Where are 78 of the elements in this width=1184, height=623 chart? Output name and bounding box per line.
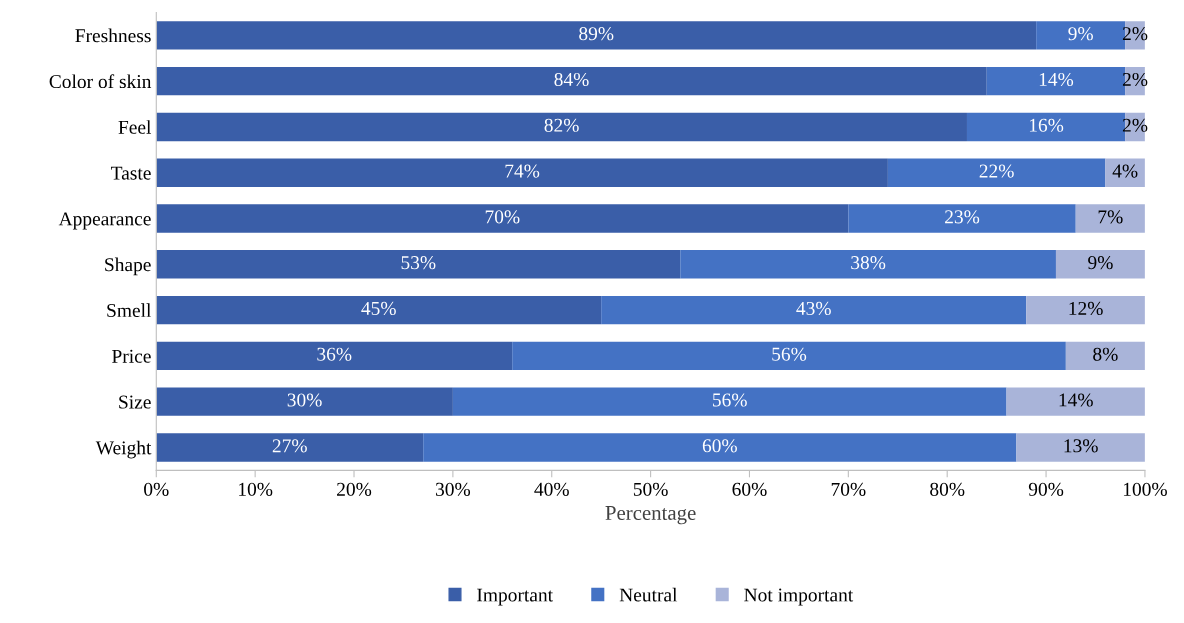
data-label: 14% (1039, 72, 1074, 87)
bar (1075, 204, 1145, 233)
y-tick-label: Freshness (75, 28, 151, 43)
data-label: 56% (713, 393, 747, 407)
x-tick-label: 60% (732, 482, 767, 496)
y-tick-label: Price (112, 349, 151, 363)
bar (423, 433, 1017, 462)
bar (1065, 341, 1145, 371)
x-tick-label: 40% (534, 482, 569, 496)
data-label: 12% (1069, 301, 1103, 316)
data-label: 27% (272, 439, 307, 453)
x-tick-label: 70% (831, 482, 866, 496)
data-label: 9% (1088, 256, 1113, 270)
x-tick-label: 100% (1123, 482, 1167, 496)
data-label: 2% (1122, 72, 1148, 87)
y-tick-label: Appearance (58, 212, 151, 230)
data-label: 16% (1029, 118, 1064, 132)
legend-label: Not important (744, 588, 854, 606)
bar (156, 295, 602, 325)
data-label: 53% (401, 256, 436, 270)
data-label: 14% (1059, 393, 1093, 407)
x-tick-label: 0% (144, 482, 169, 496)
data-label: 89% (579, 27, 614, 41)
y-tick-label: Taste (111, 166, 151, 180)
bar (1006, 387, 1145, 416)
x-tick-label: 80% (930, 482, 965, 496)
legend-label: Neutral (619, 587, 678, 602)
bar (601, 295, 1027, 325)
data-label: 60% (702, 439, 737, 453)
data-label: 7% (1098, 210, 1123, 224)
x-tick-label: 50% (633, 482, 668, 496)
data-label: 8% (1093, 347, 1118, 361)
data-label: 56% (772, 347, 807, 361)
y-tick-label: Feel (118, 120, 152, 134)
bar (156, 250, 681, 279)
y-tick-label: Size (119, 395, 151, 409)
bar (156, 341, 513, 371)
bar (156, 158, 888, 187)
data-label: 43% (796, 301, 831, 316)
x-tick-label: 20% (337, 482, 372, 496)
y-tick-label: Color of skin (49, 74, 152, 89)
bar (452, 387, 1007, 416)
bar (156, 387, 453, 416)
data-label: 82% (544, 118, 579, 132)
bar (156, 66, 987, 96)
bar (848, 204, 1076, 233)
x-tick-label: 30% (435, 482, 471, 496)
x-tick-label: 10% (239, 482, 273, 496)
data-label: 2% (1122, 27, 1148, 41)
bar (1016, 433, 1145, 462)
data-label: 9% (1068, 27, 1093, 41)
x-tick-label: 90% (1028, 482, 1064, 496)
bar (156, 204, 849, 233)
bar (156, 112, 967, 142)
bar (156, 433, 424, 462)
bar (887, 158, 1106, 187)
bar (1026, 295, 1145, 325)
data-label: 23% (945, 210, 980, 224)
data-label: 2% (1122, 118, 1148, 132)
y-tick-label: Smell (107, 303, 152, 318)
bar (156, 21, 1037, 50)
data-label: 84% (554, 72, 589, 87)
data-label: 22% (979, 164, 1014, 178)
data-label: 13% (1064, 439, 1098, 453)
data-label: 30% (287, 393, 322, 407)
y-tick-label: Shape (105, 257, 151, 276)
data-label: 4% (1112, 164, 1138, 178)
bar (1055, 250, 1145, 279)
x-axis-title: Percentage (605, 506, 696, 525)
data-label: 38% (851, 256, 886, 270)
data-label: 36% (317, 347, 352, 361)
data-label: 74% (505, 164, 540, 178)
bar (680, 250, 1056, 279)
data-label: 70% (485, 210, 520, 224)
legend-label: Important (477, 588, 553, 606)
bar (512, 341, 1066, 371)
y-tick-label: Weight (95, 440, 152, 459)
data-label: 45% (361, 301, 396, 316)
